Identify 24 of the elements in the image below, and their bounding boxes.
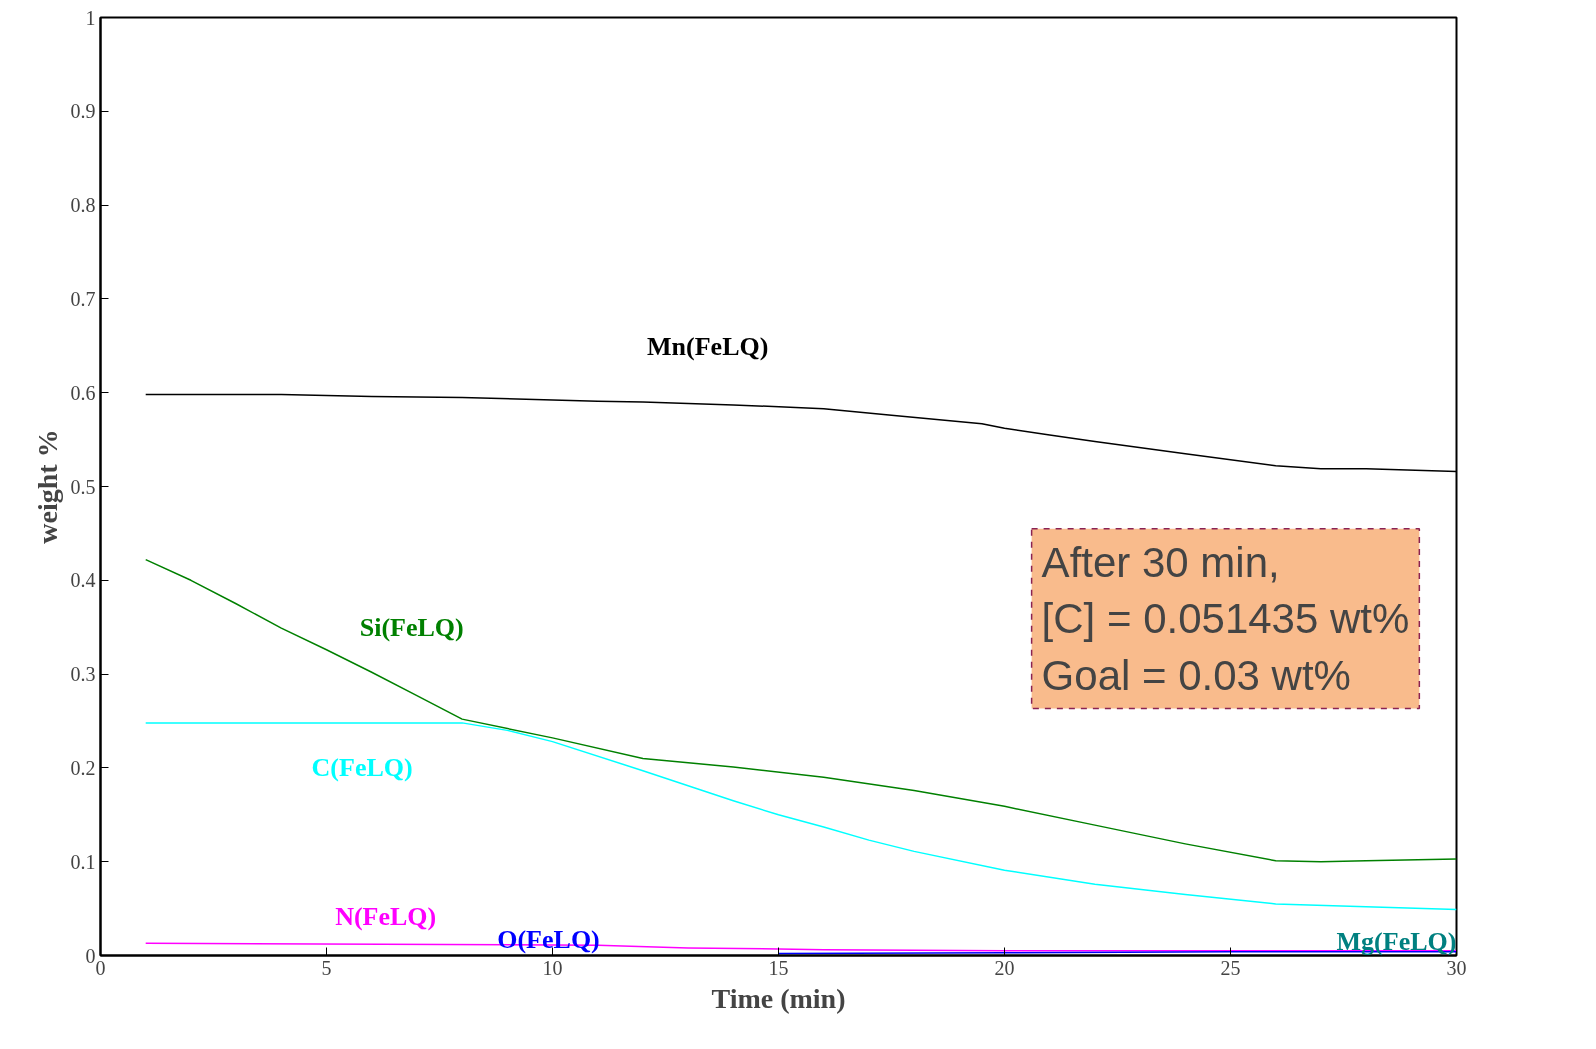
y-tick-label: 0.5 xyxy=(70,475,96,498)
x-tick-label: 20 xyxy=(994,956,1015,979)
y-tick-label: 0.9 xyxy=(70,100,96,123)
x-tick-label: 15 xyxy=(768,956,789,979)
x-tick-label: 30 xyxy=(1446,956,1467,979)
x-axis-title: Time (min) xyxy=(711,982,846,1014)
series-label: Si(FeLQ) xyxy=(359,612,464,642)
y-tick-label: 0.4 xyxy=(70,569,96,592)
series-label: N(FeLQ) xyxy=(335,901,437,931)
y-tick-label: 0.7 xyxy=(70,287,96,310)
series-label: Mn(FeLQ) xyxy=(647,331,769,361)
x-tick-label: 25 xyxy=(1220,956,1241,979)
y-axis-title: weight % xyxy=(31,429,63,544)
y-tick-label: 0.1 xyxy=(70,850,96,873)
y-tick-label: 0.8 xyxy=(70,194,96,217)
y-tick-label: 0.3 xyxy=(70,663,96,686)
y-tick-label: 0.6 xyxy=(70,381,96,404)
y-tick-label: 1 xyxy=(85,6,96,29)
annotation: After 30 min, [C] = 0.051435 wt% Goal = 0.03 wt% xyxy=(1041,538,1410,699)
x-tick-label: 10 xyxy=(542,956,563,979)
legend-label: Mg(FeLQ) xyxy=(1336,927,1457,956)
series-label: C(FeLQ) xyxy=(311,753,413,783)
y-tick-label: 0.2 xyxy=(70,756,96,779)
x-tick-label: 5 xyxy=(321,956,332,979)
